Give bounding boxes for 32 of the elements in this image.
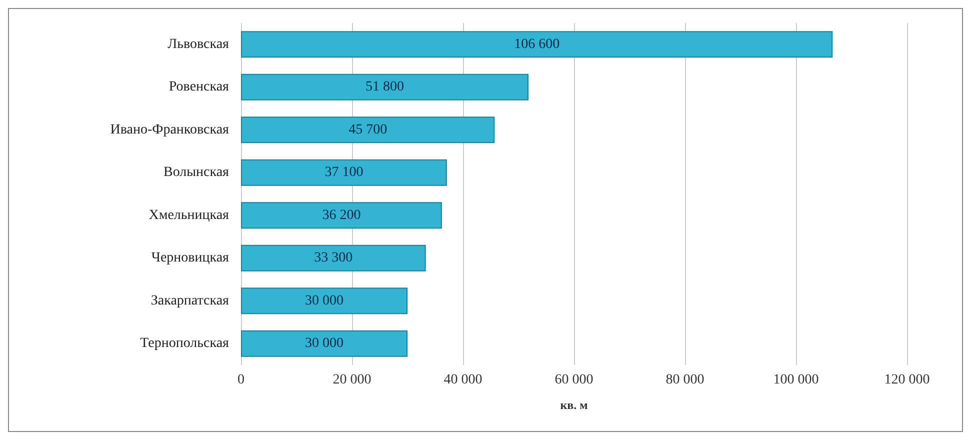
y-tick-label: Хмельницкая [148, 208, 230, 223]
y-tick-label: Ровенская [168, 80, 230, 95]
x-tick-label: 40 000 [444, 372, 482, 388]
bar [241, 74, 528, 100]
bar [241, 288, 408, 314]
y-tick-label: Ивано-Франковская [110, 122, 230, 138]
data-label: 30 000 [305, 293, 344, 308]
bar [241, 330, 408, 357]
bar [241, 244, 426, 272]
bar [241, 116, 495, 144]
x-tick-label: 0 [238, 372, 244, 388]
x-tick-label: 100 000 [773, 372, 819, 388]
bar [241, 31, 833, 58]
x-tick-label: 80 000 [666, 372, 704, 388]
data-label: 36 200 [322, 208, 361, 223]
y-tick-label: Тернопольская [140, 336, 230, 352]
data-label: 51 800 [365, 80, 404, 95]
bar [241, 159, 447, 186]
x-tick-label: 60 000 [554, 372, 594, 388]
data-label: 45 700 [348, 122, 388, 138]
data-label: 33 300 [314, 250, 353, 266]
x-tick-label: 120 000 [884, 372, 930, 388]
x-axis-title: кв. м [560, 398, 588, 412]
bar [241, 202, 442, 229]
data-label: 30 000 [305, 336, 344, 352]
x-tick-label: 20 000 [332, 372, 372, 388]
y-tick-label: Волынская [164, 165, 230, 180]
y-tick-label: Черновицкая [151, 250, 230, 266]
data-label: 106 600 [514, 36, 560, 52]
y-tick-label: Закарпатская [150, 293, 230, 308]
y-tick-label: Львовская [168, 36, 230, 52]
data-label: 37 100 [324, 165, 364, 180]
